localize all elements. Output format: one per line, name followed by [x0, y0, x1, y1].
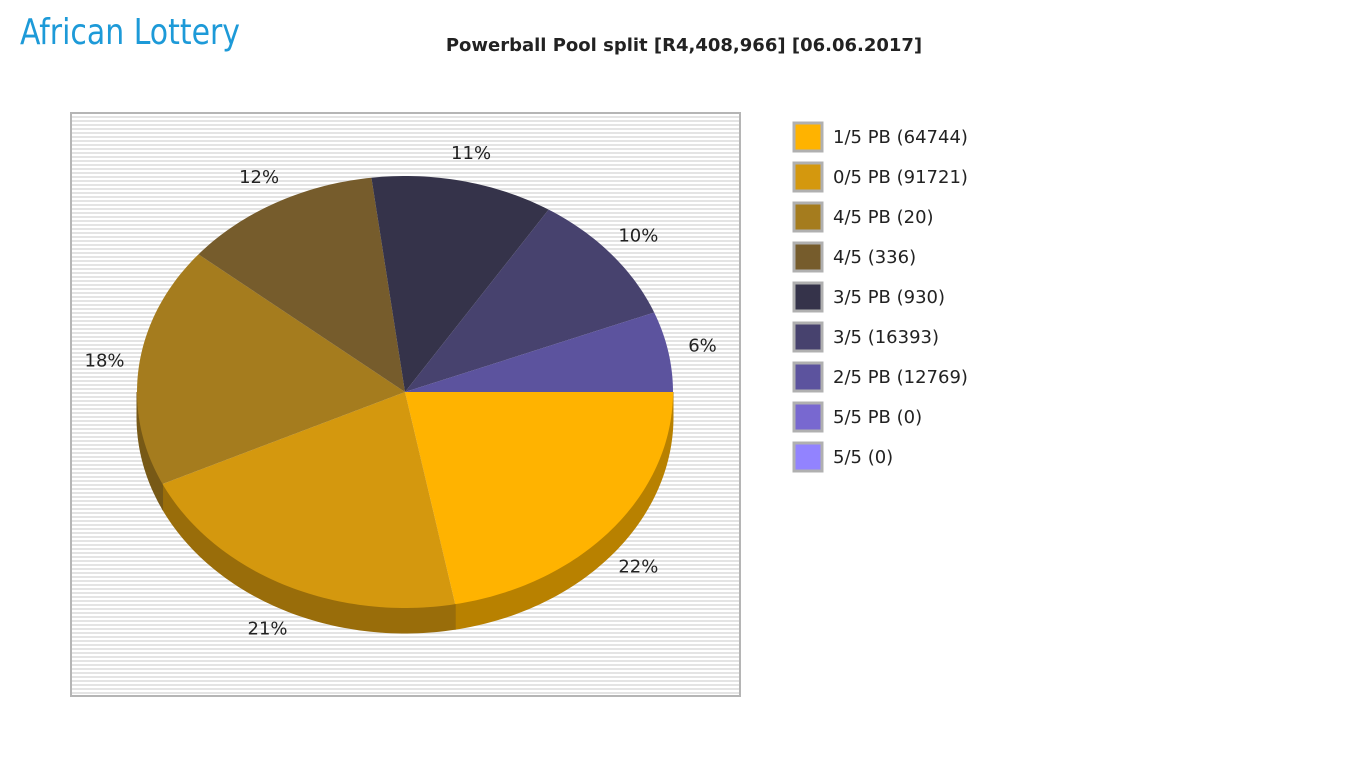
legend-label: 4/5 PB (20) — [833, 207, 934, 228]
legend-swatch — [792, 121, 824, 153]
slice-label: 22% — [618, 557, 658, 578]
slice — [137, 254, 405, 484]
legend-label: 5/5 (0) — [833, 447, 893, 468]
legend-label: 0/5 PB (91721) — [833, 167, 968, 188]
slice — [162, 392, 456, 608]
slice-label: 11% — [451, 143, 491, 164]
slice — [405, 312, 673, 392]
legend-label: 3/5 PB (930) — [833, 287, 945, 308]
pie: 22% 21% 18% 12% 11% 10% 6% — [85, 143, 717, 640]
legend-label: 4/5 (336) — [833, 247, 916, 268]
legend-label: 2/5 PB (12769) — [833, 367, 968, 388]
slice-label: 18% — [85, 350, 125, 371]
legend-swatch — [792, 401, 824, 433]
legend-swatch — [792, 241, 824, 273]
chart-title: Powerball Pool split [R4,408,966] [06.06… — [446, 35, 922, 56]
legend-swatch — [792, 361, 824, 393]
slice-label: 10% — [618, 225, 658, 246]
logo[interactable]: African Lottery — [20, 12, 240, 53]
legend-swatch — [792, 281, 824, 313]
legend-swatch — [792, 321, 824, 353]
legend-label: 3/5 (16393) — [833, 327, 939, 348]
legend-swatch — [792, 161, 824, 193]
legend: 1/5 PB (64744) 0/5 PB (91721) 4/5 PB (20) 4… — [792, 121, 968, 473]
legend-label: 5/5 PB (0) — [833, 407, 922, 428]
slice — [405, 392, 673, 605]
slice — [198, 177, 405, 392]
legend-label: 1/5 PB (64744) — [833, 127, 968, 148]
slice-label: 21% — [248, 618, 288, 639]
slice-label: 12% — [239, 167, 279, 188]
slice-label: 6% — [688, 335, 717, 356]
legend-swatch — [792, 441, 824, 473]
slice — [371, 176, 549, 392]
slice — [405, 209, 655, 392]
legend-swatch — [792, 201, 824, 233]
